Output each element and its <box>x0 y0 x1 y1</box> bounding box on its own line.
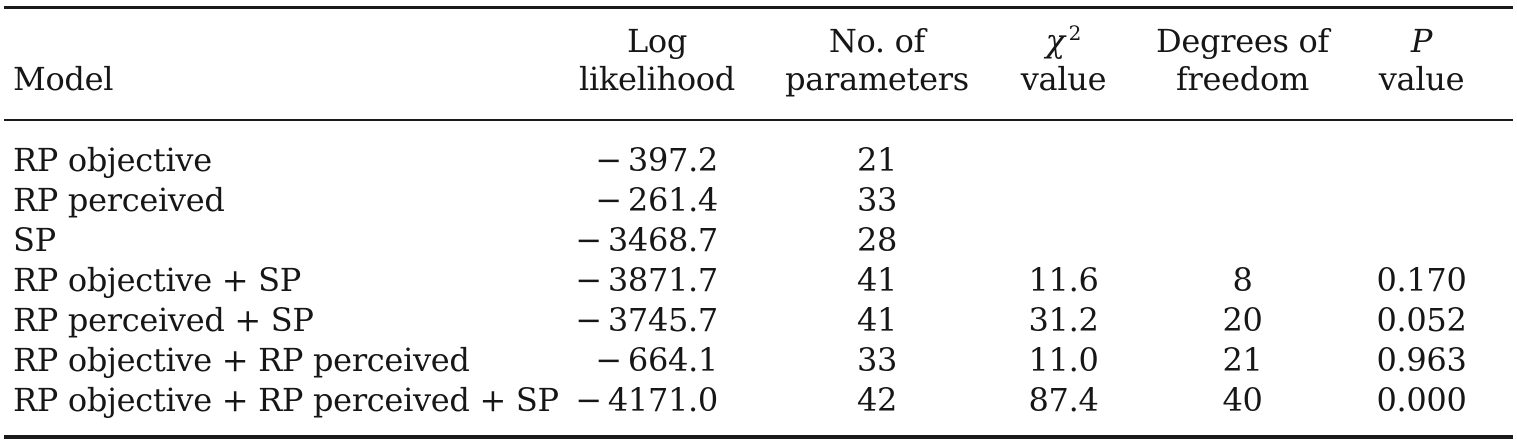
cell-p-value: 0.170 <box>1376 261 1467 299</box>
cell-degrees-of-freedom <box>1153 140 1332 180</box>
header-line: value <box>1378 60 1465 98</box>
column-header-model: Model <box>0 60 560 140</box>
cell-model: RP objective + RP perceived <box>13 341 470 379</box>
column-header-degrees-of-freedom: Degrees of freedom <box>1153 22 1332 140</box>
header-line: Model <box>13 60 114 98</box>
cell-model: RP objective + SP <box>13 261 301 299</box>
table-bottom-rule <box>4 435 1513 439</box>
header-line: freedom <box>1175 60 1309 98</box>
cell-degrees-of-freedom <box>1153 220 1332 260</box>
cell-chi-square <box>974 140 1153 180</box>
cell-log-likelihood: − 397.2 <box>595 141 718 179</box>
table-top-rule <box>4 6 1513 9</box>
cell-model: RP perceived + SP <box>13 301 314 339</box>
cell-degrees-of-freedom: 21 <box>1222 341 1263 379</box>
cell-p-value: 0.052 <box>1376 301 1467 339</box>
chi-square-exponent: 2 <box>1068 21 1082 46</box>
table-header-rule <box>4 119 1513 121</box>
cell-p-value <box>1332 220 1511 260</box>
cell-log-likelihood: − 261.4 <box>595 181 718 219</box>
cell-model: RP perceived <box>13 181 225 219</box>
cell-degrees-of-freedom <box>1153 180 1332 220</box>
cell-chi-square: 11.0 <box>1028 341 1099 379</box>
cell-p-value: 0.000 <box>1376 381 1467 419</box>
cell-model: RP objective <box>13 141 212 179</box>
cell-model: RP objective + RP perceived + SP <box>13 381 559 419</box>
p-symbol: P <box>1410 22 1433 60</box>
chi-glyph: χ <box>1045 22 1065 60</box>
cell-model: SP <box>13 221 56 259</box>
cell-parameters: 21 <box>856 141 898 179</box>
cell-degrees-of-freedom: 8 <box>1232 261 1253 299</box>
cell-chi-square <box>974 180 1153 220</box>
cell-degrees-of-freedom: 40 <box>1222 381 1263 419</box>
header-line: Log <box>626 22 688 60</box>
header-line: parameters <box>785 60 969 98</box>
cell-chi-square <box>974 220 1153 260</box>
cell-log-likelihood: − 3468.7 <box>575 221 718 259</box>
cell-chi-square: 87.4 <box>1028 381 1099 419</box>
cell-parameters: 28 <box>856 221 898 259</box>
cell-parameters: 42 <box>856 381 898 419</box>
column-header-log-likelihood: Log likelihood <box>560 22 780 140</box>
cell-p-value: 0.963 <box>1376 341 1467 379</box>
model-comparison-table: Model Log likelihood No. of parameters χ… <box>0 14 1511 420</box>
header-line: likelihood <box>579 60 735 98</box>
header-line: Degrees of <box>1156 22 1329 60</box>
cell-parameters: 33 <box>856 181 898 219</box>
cell-p-value <box>1332 140 1511 180</box>
cell-log-likelihood: − 3745.7 <box>575 301 718 339</box>
cell-degrees-of-freedom: 20 <box>1222 301 1263 339</box>
column-header-parameters: No. of parameters <box>780 22 974 140</box>
cell-parameters: 41 <box>856 261 898 299</box>
header-line: No. of <box>828 22 926 60</box>
header-line: value <box>1020 60 1107 98</box>
cell-chi-square: 31.2 <box>1028 301 1099 339</box>
cell-p-value <box>1332 180 1511 220</box>
cell-parameters: 41 <box>856 301 898 339</box>
cell-log-likelihood: − 664.1 <box>595 341 718 379</box>
cell-chi-square: 11.6 <box>1028 261 1099 299</box>
column-header-p-value: P value <box>1332 22 1511 140</box>
cell-log-likelihood: − 3871.7 <box>575 261 718 299</box>
cell-log-likelihood: − 4171.0 <box>575 381 718 419</box>
cell-parameters: 33 <box>856 341 898 379</box>
